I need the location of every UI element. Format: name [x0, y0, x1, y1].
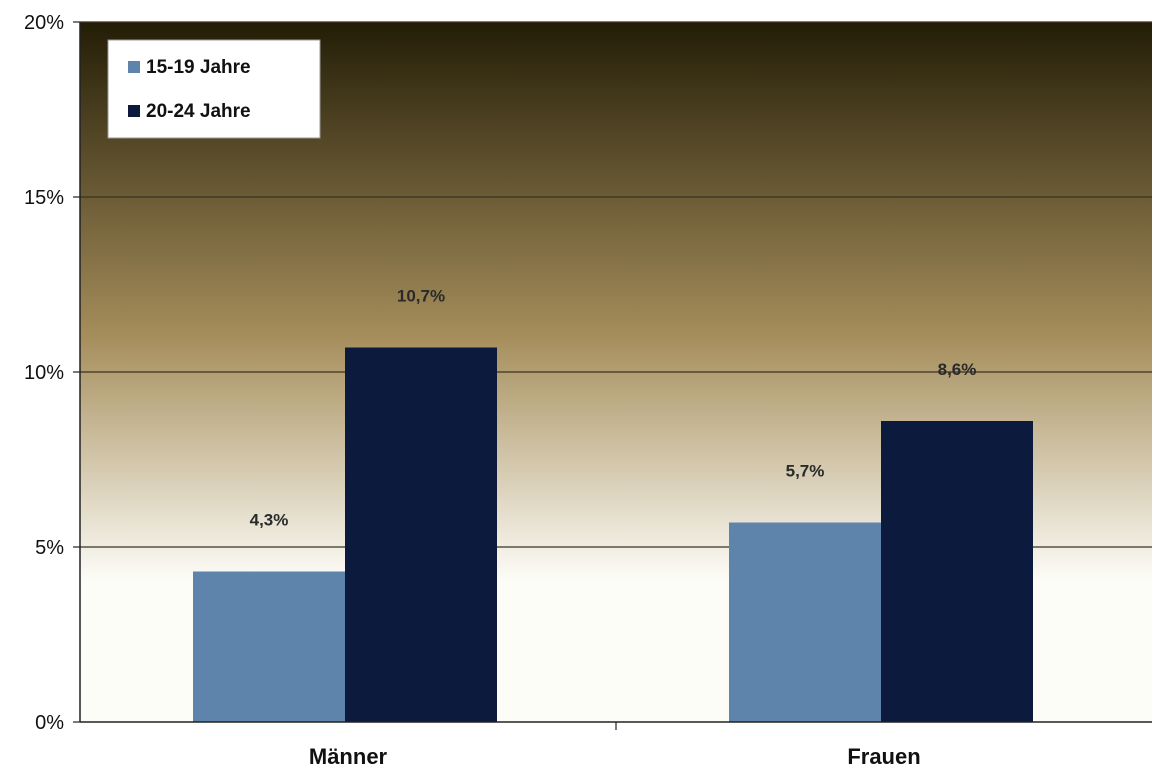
x-category-label: Frauen	[847, 744, 920, 768]
y-tick-label: 20%	[24, 12, 64, 34]
bar	[729, 522, 881, 722]
y-tick-label: 5%	[35, 537, 64, 559]
x-category-labels: Männer Frauen	[309, 744, 921, 768]
legend-label: 20-24 Jahre	[146, 101, 251, 122]
data-label: 8,6%	[938, 360, 977, 379]
data-labels: 4,3% 10,7% 5,7% 8,6%	[250, 287, 977, 530]
y-tick-label: 15%	[24, 187, 64, 209]
legend-box	[107, 39, 321, 139]
data-label: 5,7%	[786, 462, 825, 481]
y-tick-labels: 0% 5% 10% 15% 20%	[24, 12, 64, 734]
legend-swatch	[128, 105, 140, 117]
legend-label: 15-19 Jahre	[146, 57, 251, 78]
x-category-label: Männer	[309, 744, 388, 768]
y-tick-label: 10%	[24, 362, 64, 384]
data-label: 10,7%	[397, 287, 445, 306]
bar	[881, 421, 1033, 722]
bar	[193, 571, 345, 722]
gridlines	[73, 21, 1152, 730]
y-tick-label: 0%	[35, 712, 64, 734]
bar-group	[193, 347, 1033, 722]
data-label: 4,3%	[250, 511, 289, 530]
bar	[345, 347, 497, 722]
legend: 15-19 Jahre 20-24 Jahre	[107, 39, 321, 139]
legend-swatch	[128, 61, 140, 73]
axes	[79, 22, 1152, 723]
